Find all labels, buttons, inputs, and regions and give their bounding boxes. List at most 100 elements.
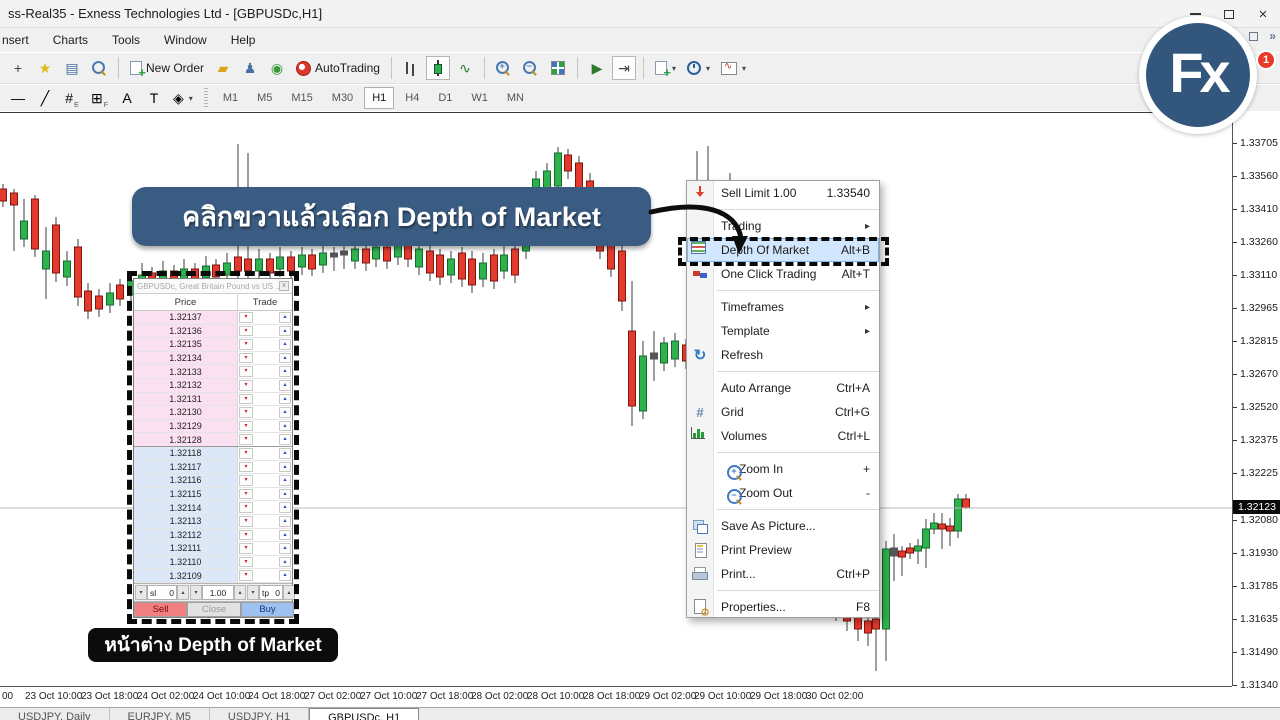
menu-item-save-as-picture[interactable]: Save As Picture... — [687, 514, 879, 538]
toolbar-overflow-icon[interactable]: » — [1269, 29, 1276, 43]
timeframe-m30[interactable]: M30 — [324, 87, 361, 109]
time-axis[interactable]: 00 23 Oct 10:00 23 Oct 18:00 24 Oct 02:00 24… — [0, 686, 1232, 707]
chart-candles-button[interactable] — [425, 56, 450, 80]
find-symbol-button[interactable] — [87, 56, 111, 80]
buy-at-price-button[interactable]: ▴ — [279, 502, 291, 513]
close-button[interactable]: × — [1258, 5, 1268, 23]
menu-item-refresh[interactable]: Refresh — [687, 343, 879, 367]
timeframe-m5[interactable]: M5 — [249, 87, 280, 109]
sell-at-price-button[interactable]: ▾ — [239, 447, 253, 459]
buy-at-price-button[interactable]: ▴ — [279, 420, 291, 432]
buy-at-price-button[interactable]: ▴ — [279, 461, 291, 473]
chart-bars-button[interactable] — [399, 56, 423, 80]
maximize-button[interactable] — [1212, 0, 1246, 28]
new-order-button[interactable]: New Order — [126, 56, 208, 80]
minimize-button[interactable] — [1178, 0, 1212, 28]
buy-at-price-button[interactable]: ▴ — [279, 475, 291, 486]
sl-up-button[interactable]: ▴ — [177, 585, 189, 600]
sell-at-price-button[interactable]: ▾ — [239, 393, 253, 405]
menu-nsert[interactable]: nsert — [2, 33, 29, 47]
price-axis[interactable]: 1.33705 1.33560 1.33410 1.33260 1.33110 1.329… — [1232, 112, 1280, 691]
menu-item-auto-arrange[interactable]: Auto Arrange Ctrl+A — [687, 376, 879, 400]
chart-tab-usdjpy-daily[interactable]: USDJPY, Daily — [0, 708, 110, 720]
sell-at-price-button[interactable]: ▾ — [239, 312, 253, 323]
buy-button[interactable]: Buy — [241, 602, 294, 617]
buy-at-price-button[interactable]: ▴ — [279, 379, 291, 391]
zoom-out-button[interactable]: − — [519, 56, 543, 80]
tp-down-button[interactable]: ▾ — [247, 585, 259, 600]
horizontal-line-button[interactable]: — — [6, 86, 30, 110]
sell-at-price-button[interactable]: ▾ — [239, 502, 253, 513]
terminal-button[interactable]: ♟ — [238, 56, 262, 80]
zoom-in-button[interactable]: + — [492, 56, 516, 80]
sell-at-price-button[interactable]: ▾ — [239, 488, 253, 500]
market-watch-button[interactable]: ▤ — [60, 56, 84, 80]
sell-at-price-button[interactable]: ▾ — [239, 325, 253, 337]
chart-tab-eurjpy-m5[interactable]: EURJPY, M5 — [110, 708, 210, 720]
sell-at-price-button[interactable]: ▾ — [239, 529, 253, 541]
buy-at-price-button[interactable]: ▴ — [279, 488, 291, 500]
menu-item-timeframes[interactable]: Timeframes ▸ — [687, 295, 879, 319]
buy-at-price-button[interactable]: ▴ — [279, 543, 291, 554]
buy-at-price-button[interactable]: ▴ — [279, 515, 291, 527]
close-position-button[interactable]: Close — [187, 602, 241, 617]
buy-at-price-button[interactable]: ▴ — [279, 325, 291, 337]
buy-at-price-button[interactable]: ▴ — [279, 570, 291, 581]
dom-close-button[interactable]: x — [279, 281, 289, 291]
signals-button[interactable]: ◉ — [265, 56, 289, 80]
timeframe-m15[interactable]: M15 — [283, 87, 320, 109]
menu-item-zoom-out[interactable]: Zoom Out - — [687, 481, 879, 505]
lot-down-button[interactable]: ▾ — [190, 585, 202, 600]
buy-at-price-button[interactable]: ▴ — [279, 407, 291, 418]
chart-tab-gbpusdc-h1[interactable]: GBPUSDc, H1 — [309, 708, 420, 720]
timeframe-w1[interactable]: W1 — [463, 87, 496, 109]
buy-at-price-button[interactable]: ▴ — [279, 434, 291, 445]
menu-window[interactable]: Window — [164, 33, 207, 47]
buy-at-price-button[interactable]: ▴ — [279, 447, 291, 459]
favorites-button[interactable]: ★ — [33, 56, 57, 80]
text-label-button[interactable]: T — [142, 86, 166, 110]
tile-windows-button[interactable] — [546, 56, 570, 80]
sell-at-price-button[interactable]: ▾ — [239, 570, 253, 581]
fibonacci-button[interactable]: ⊞ F — [87, 86, 112, 110]
trade-ticket-button[interactable]: ▰ — [211, 56, 235, 80]
menu-item-zoom-in[interactable]: Zoom In + — [687, 457, 879, 481]
buy-at-price-button[interactable]: ▴ — [279, 339, 291, 350]
auto-scroll-button[interactable]: ▶ — [585, 56, 609, 80]
menu-charts[interactable]: Charts — [52, 33, 89, 47]
tp-up-button[interactable]: ▴ — [283, 585, 295, 600]
menu-item-grid[interactable]: Grid Ctrl+G — [687, 400, 879, 424]
sell-at-price-button[interactable]: ▾ — [239, 366, 253, 377]
new-chart-button[interactable]: ▾ — [651, 56, 680, 80]
sell-at-price-button[interactable]: ▾ — [239, 461, 253, 473]
buy-at-price-button[interactable]: ▴ — [279, 393, 291, 405]
chart-shift-button[interactable]: ⇥ — [611, 56, 636, 80]
sell-at-price-button[interactable]: ▾ — [239, 556, 253, 568]
sell-at-price-button[interactable]: ▾ — [239, 475, 253, 486]
menu-item-sell-limit-1-00[interactable]: Sell Limit 1.00 1.33540 — [687, 181, 879, 205]
sell-at-price-button[interactable]: ▾ — [239, 407, 253, 418]
buy-at-price-button[interactable]: ▴ — [279, 352, 291, 364]
sell-at-price-button[interactable]: ▾ — [239, 434, 253, 445]
profiles-button[interactable]: ▾ — [683, 56, 714, 80]
menu-item-properties[interactable]: Properties... F8 — [687, 595, 879, 619]
timeframe-mn[interactable]: MN — [499, 87, 532, 109]
trend-line-button[interactable]: ╱ — [33, 86, 57, 110]
chart-line-button[interactable]: ∿ — [453, 56, 477, 80]
menu-item-one-click-trading[interactable]: One Click Trading Alt+T — [687, 262, 879, 286]
sell-at-price-button[interactable]: ▾ — [239, 379, 253, 391]
menu-help[interactable]: Help — [230, 33, 256, 47]
mdi-restore-icon[interactable] — [1249, 32, 1258, 41]
timeframe-h4[interactable]: H4 — [397, 87, 427, 109]
toolbar-drag-handle[interactable] — [203, 88, 208, 108]
sell-button[interactable]: Sell — [134, 602, 187, 617]
buy-at-price-button[interactable]: ▴ — [279, 312, 291, 323]
buy-at-price-button[interactable]: ▴ — [279, 366, 291, 377]
sell-at-price-button[interactable]: ▾ — [239, 543, 253, 554]
menu-item-print[interactable]: Print... Ctrl+P — [687, 562, 879, 586]
equidistant-channel-button[interactable]: # E — [60, 86, 84, 110]
timeframe-d1[interactable]: D1 — [430, 87, 460, 109]
text-button[interactable]: A — [115, 86, 139, 110]
sl-down-button[interactable]: ▾ — [135, 585, 147, 600]
sell-at-price-button[interactable]: ▾ — [239, 339, 253, 350]
